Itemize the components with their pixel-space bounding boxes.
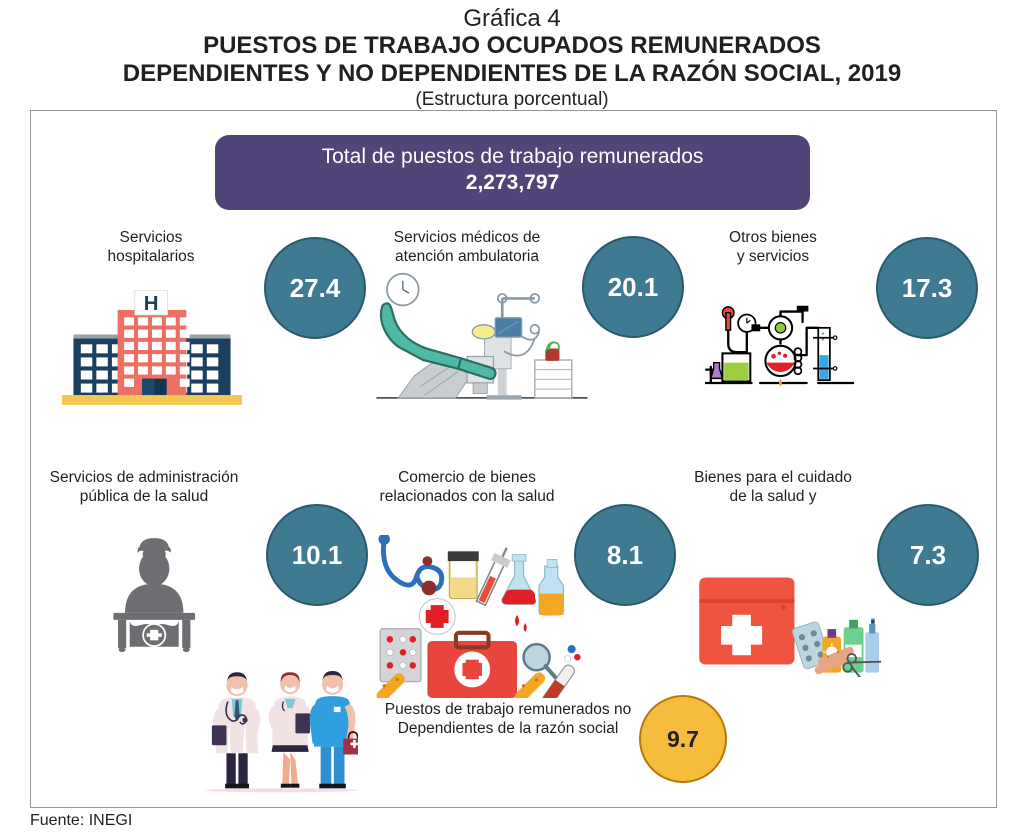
svg-text:H: H — [144, 292, 159, 315]
